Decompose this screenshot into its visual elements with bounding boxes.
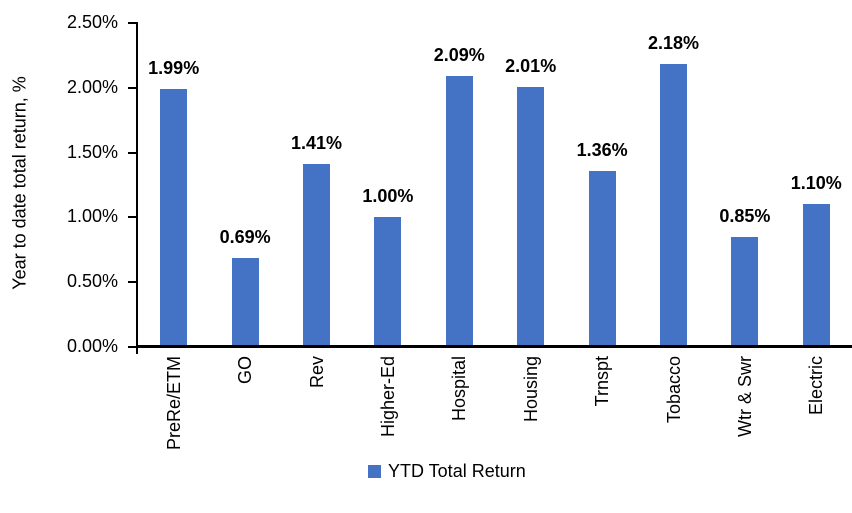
bar-value-label: 1.36%: [576, 139, 628, 160]
bar-value-label: 1.41%: [290, 133, 343, 154]
category-label: Tobacco: [663, 356, 684, 424]
y-axis-tick-label: 2.00%: [66, 76, 118, 97]
legend-label: YTD Total Return: [388, 461, 526, 481]
category-label: Electric: [806, 356, 827, 416]
category-label: GO: [235, 356, 256, 385]
bar: [517, 86, 545, 347]
y-axis-tick-label: 0.00%: [66, 336, 118, 356]
bar: [588, 170, 616, 347]
category-label: Higher-Ed: [377, 356, 398, 438]
bar-value-label: 1.99%: [148, 58, 200, 79]
y-axis-tick-label: 2.50%: [66, 12, 118, 32]
y-axis-title: Year to date total return, %: [9, 76, 30, 290]
category-label: PreRe/ETM: [163, 356, 184, 451]
bar-value-label: 2.09%: [433, 45, 485, 66]
x-axis-line: [136, 345, 852, 348]
bar: [802, 204, 830, 347]
category-label: Trnspt: [592, 356, 613, 407]
category-label: Housing: [520, 356, 541, 423]
y-axis-tick-label: 1.00%: [66, 206, 118, 227]
legend: YTD Total Return: [368, 461, 526, 482]
y-axis-tick: [128, 281, 136, 284]
y-axis-line: [136, 22, 138, 348]
category-label: Wtr & Swr: [734, 356, 755, 437]
bar: [374, 217, 402, 347]
y-axis-tick: [128, 151, 136, 154]
bar-value-label: 2.01%: [505, 55, 557, 76]
y-axis-tick: [128, 346, 136, 348]
bar: [160, 89, 188, 347]
bar: [660, 64, 687, 347]
category-label: Hospital: [449, 356, 470, 422]
bar-value-label: 2.18%: [647, 33, 700, 54]
y-axis-tick-label: 0.50%: [66, 271, 118, 292]
y-axis-tick-label: 1.50%: [66, 141, 118, 162]
bar: [731, 236, 759, 347]
x-axis-origin-tick: [136, 347, 138, 354]
bar-value-label: 1.10%: [790, 173, 842, 194]
y-axis-tick: [128, 86, 136, 89]
bar: [231, 257, 259, 347]
bar: [445, 76, 473, 347]
y-axis-tick: [128, 216, 136, 219]
bar: [303, 164, 330, 347]
y-axis-tick: [128, 22, 136, 24]
bar-value-label: 0.85%: [719, 205, 771, 226]
legend-swatch-icon: [368, 465, 381, 478]
category-label: Rev: [306, 356, 327, 389]
bar-value-label: 0.69%: [219, 226, 271, 247]
bar-value-label: 1.00%: [362, 186, 414, 207]
